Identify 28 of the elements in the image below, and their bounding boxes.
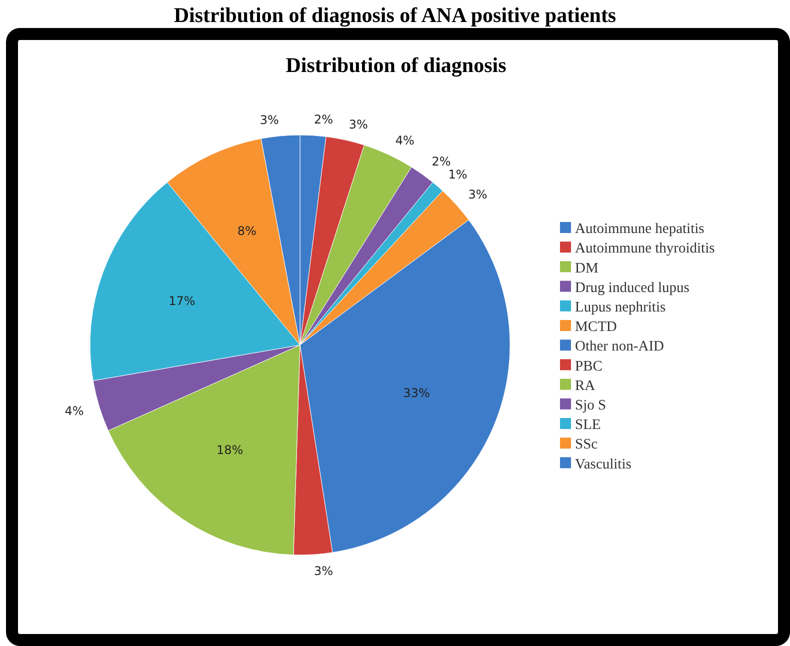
data-label: 3% — [314, 564, 334, 578]
data-label: 18% — [216, 442, 244, 457]
legend-label: Drug induced lupus — [575, 280, 690, 296]
data-label: 33% — [403, 386, 430, 400]
legend-label: Autoimmune thyroiditis — [575, 240, 716, 257]
legend-label: Autoimmune hepatitis — [575, 221, 705, 238]
data-label: 8% — [237, 224, 256, 238]
data-label: 3% — [260, 113, 279, 128]
legend-label: MCTD — [575, 319, 617, 336]
data-label: 3% — [348, 118, 368, 132]
data-label: 2% — [432, 154, 451, 169]
chart-title: Distribution of diagnosis of ANA positive patients — [174, 3, 616, 27]
data-label: 4% — [64, 404, 84, 418]
legend-label: RA — [575, 378, 596, 394]
data-label: 17% — [168, 294, 196, 308]
legend-label: PBC — [575, 358, 602, 374]
legend-label: Sjo S — [575, 397, 606, 414]
data-label: 1% — [448, 168, 468, 182]
data-label: 3% — [468, 187, 488, 202]
legend-label: Vasculitis — [575, 456, 632, 472]
legend-label: DM — [575, 260, 598, 276]
chart-subtitle: Distribution of diagnosis — [286, 53, 506, 77]
legend-label: SSc — [575, 436, 598, 453]
data-label: 2% — [314, 112, 334, 127]
legend-label: SLE — [575, 417, 601, 434]
legend-label: Other non-AID — [575, 338, 664, 355]
data-label: 4% — [395, 133, 414, 148]
legend-label: Lupus nephritis — [575, 299, 666, 316]
